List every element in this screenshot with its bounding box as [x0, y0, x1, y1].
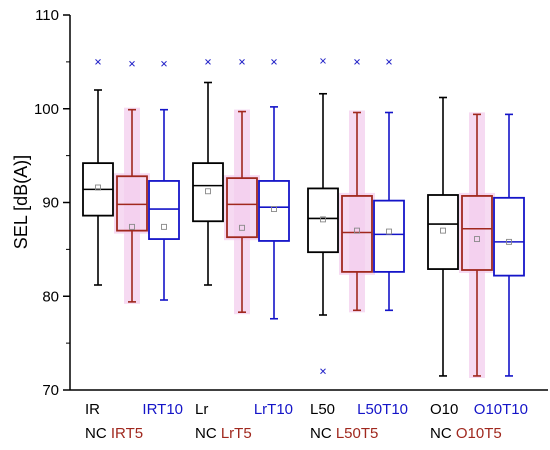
box [116, 175, 148, 232]
outlier-mark [320, 368, 326, 375]
outlier-mark [354, 59, 360, 65]
mean-marker [271, 206, 277, 213]
y-tick-label: 70 [42, 382, 59, 399]
outlier-mark [239, 59, 245, 65]
outlier-mark [320, 58, 326, 64]
category-label: LrT10 [254, 401, 293, 418]
mean-marker [239, 224, 245, 231]
mean-marker [161, 223, 167, 230]
category-label: IRT10 [142, 401, 183, 418]
category-label: NC O10T5 [430, 425, 502, 442]
highlight-box-band [114, 173, 150, 234]
box-layer [82, 58, 525, 377]
y-axis-title: SEL [dB(A)] [11, 155, 31, 249]
box [373, 199, 405, 273]
outlier-mark [271, 59, 277, 65]
box [493, 196, 525, 277]
mean-marker [320, 216, 326, 223]
y-tick-label: 100 [34, 101, 59, 118]
category-label: IR [85, 401, 100, 418]
mean-marker [354, 227, 360, 234]
box [461, 195, 493, 271]
box [226, 177, 258, 239]
axes: 70 80 90 100 110 [34, 7, 548, 399]
y-ticks: 70 80 90 100 110 [34, 7, 70, 399]
outlier-mark [161, 60, 167, 67]
box [148, 180, 180, 240]
box [427, 194, 459, 270]
highlight-layer [114, 107, 495, 378]
category-label: O10T10 [474, 401, 528, 418]
category-label: O10 [430, 401, 458, 418]
outlier-mark [386, 59, 392, 65]
highlight-box-band [224, 175, 260, 241]
y-tick-label: 90 [42, 195, 59, 212]
outlier-mark [129, 60, 135, 67]
category-label: L50 [310, 401, 335, 418]
box [307, 187, 339, 254]
box [258, 180, 290, 242]
category-label: NC IRT5 [85, 425, 143, 442]
outlier-mark [205, 59, 211, 65]
category-label: Lr [195, 401, 208, 418]
outlier-mark [95, 59, 101, 65]
y-tick-label: 80 [42, 288, 59, 305]
y-tick-label: 110 [35, 7, 59, 24]
box [192, 162, 224, 223]
mean-marker [506, 238, 512, 245]
mean-marker [129, 223, 135, 230]
category-label: NC LrT5 [195, 425, 252, 442]
highlight-box-band [459, 192, 495, 273]
mean-marker [205, 188, 211, 195]
box [341, 195, 373, 273]
mean-marker [440, 227, 446, 234]
category-label: L50T10 [357, 401, 408, 418]
highlight-box-band [339, 192, 375, 275]
mean-marker [95, 184, 101, 191]
mean-marker [386, 228, 392, 235]
mean-marker [474, 236, 480, 243]
category-label: NC L50T5 [310, 425, 378, 442]
